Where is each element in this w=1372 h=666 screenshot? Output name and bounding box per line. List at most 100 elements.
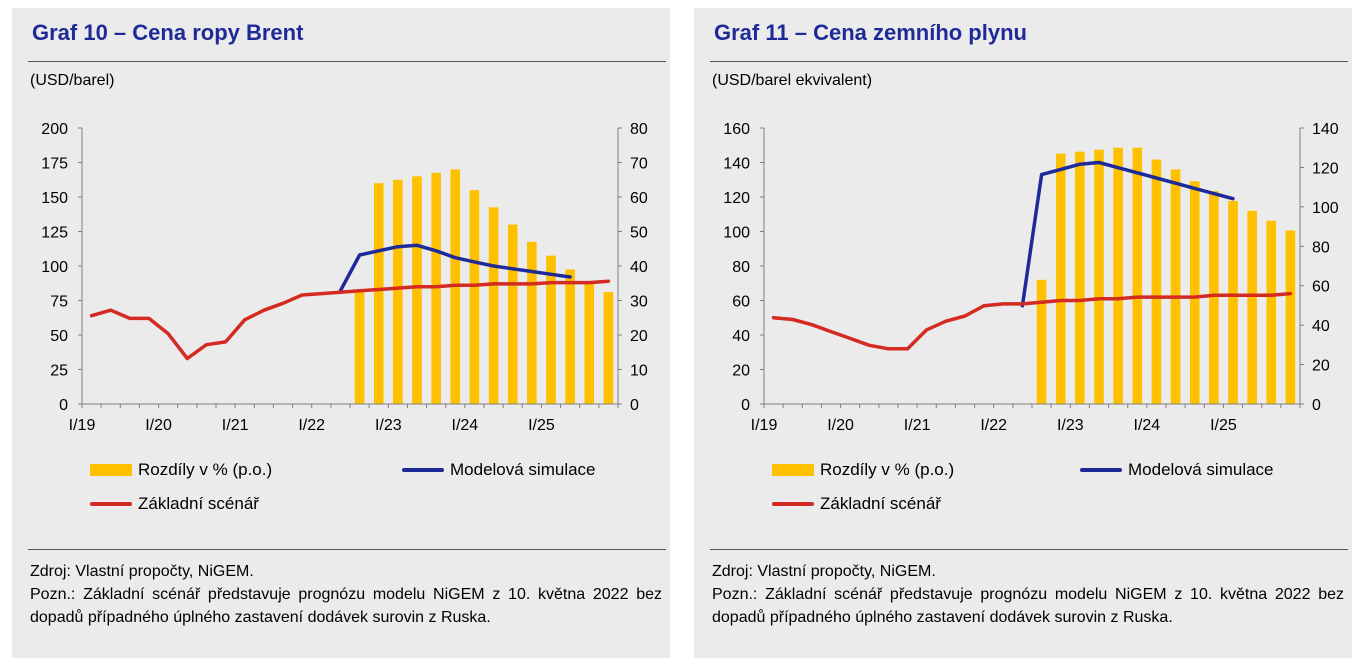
- bar: [1055, 153, 1066, 404]
- bar: [603, 291, 614, 404]
- gas-price-chart: 0 20 40 60 80 100 120 140 160 0 20 40 60 80 100 120 140 I…: [723, 121, 1339, 434]
- y-tick-label-right: 60: [630, 190, 648, 207]
- bar: [1151, 159, 1162, 404]
- y-tick-label-right: 0: [1312, 397, 1321, 414]
- x-tick-label: I/21: [222, 417, 249, 434]
- y-tick-label-right: 20: [630, 328, 648, 345]
- legend-item-simulation: Modelová simulace: [1080, 460, 1274, 480]
- x-tick-label: I/23: [375, 417, 402, 434]
- bar: [1113, 147, 1123, 404]
- y-tick-label-right: 10: [630, 363, 648, 380]
- y-tick-label-left: 100: [41, 259, 68, 276]
- legend-swatch-line: [1080, 468, 1122, 472]
- bar: [1266, 220, 1277, 404]
- x-tick-label: I/21: [904, 417, 931, 434]
- y-tick-label-right: 30: [630, 294, 648, 311]
- title-rule: [28, 61, 666, 62]
- source-note: Zdroj: Vlastní propočty, NiGEM.: [30, 563, 254, 580]
- bar: [1132, 147, 1143, 404]
- legend-label: Modelová simulace: [1128, 460, 1274, 479]
- y-tick-label-left: 140: [723, 156, 750, 173]
- legend-swatch-bar: [772, 464, 814, 476]
- y-tick-label-left: 160: [723, 121, 750, 138]
- y-tick-label-right: 60: [1312, 279, 1330, 296]
- y-tick-label-left: 120: [723, 190, 750, 207]
- x-tick-label: I/20: [145, 417, 172, 434]
- chart-panel-oil: Graf 10 – Cena ropy Brent (USD/barel) 0 2…: [12, 8, 670, 658]
- unit-label: (USD/barel): [30, 72, 115, 89]
- bar: [373, 183, 384, 404]
- bar: [565, 269, 575, 404]
- y-tick-label-right: 120: [1312, 160, 1339, 177]
- bar: [354, 290, 365, 404]
- y-tick-label-right: 80: [630, 121, 648, 138]
- legend-label: Základní scénář: [820, 494, 941, 513]
- chart-title: Graf 10 – Cena ropy Brent: [32, 20, 304, 45]
- x-tick-label: I/22: [980, 417, 1007, 434]
- bar: [1189, 181, 1200, 404]
- oil-price-chart: 0 25 50 75 100 125 150 175 200 0 10 20 30 40 50 60 70 80 I…: [41, 121, 648, 434]
- legend-swatch-line: [90, 502, 132, 506]
- legend-label: Modelová simulace: [450, 460, 596, 479]
- series-line: [338, 243, 572, 293]
- footnote: Pozn.: Základní scénář představuje progn…: [30, 586, 662, 626]
- y-tick-label-right: 40: [630, 259, 648, 276]
- y-tick-label-left: 0: [59, 397, 68, 414]
- y-tick-label-left: 175: [41, 156, 68, 173]
- bar: [1209, 191, 1219, 404]
- unit-label: (USD/barel ekvivalent): [712, 72, 873, 89]
- notes-rule: [710, 549, 1348, 550]
- y-tick-label-left: 100: [723, 225, 750, 242]
- series-line: [89, 279, 611, 361]
- bar: [469, 190, 480, 404]
- series-line: [1020, 160, 1235, 308]
- bar: [1094, 149, 1104, 404]
- x-tick-label: I/25: [1210, 417, 1237, 434]
- notes-rule: [28, 549, 666, 550]
- bar: [1036, 279, 1047, 404]
- y-tick-label-right: 100: [1312, 200, 1339, 217]
- x-tick-label: I/19: [69, 417, 96, 434]
- bar: [488, 207, 499, 404]
- y-tick-label-left: 80: [732, 259, 750, 276]
- bar: [1228, 200, 1238, 404]
- series-line: [771, 291, 1293, 351]
- bar: [1075, 151, 1085, 404]
- bar: [1170, 169, 1181, 404]
- bar: [527, 241, 537, 404]
- y-tick-label-left: 200: [41, 121, 68, 138]
- source-note: Zdroj: Vlastní propočty, NiGEM.: [712, 563, 936, 580]
- x-tick-label: I/19: [751, 417, 778, 434]
- y-tick-label-left: 50: [50, 328, 68, 345]
- legend-label: Základní scénář: [138, 494, 259, 513]
- x-tick-label: I/24: [1134, 417, 1161, 434]
- y-tick-label-right: 80: [1312, 239, 1330, 256]
- chart-notes: Zdroj: Vlastní propočty, NiGEM. Pozn.: Z…: [30, 560, 662, 629]
- x-tick-label: I/24: [452, 417, 479, 434]
- legend-item-bars: Rozdíly v % (p.o.): [90, 460, 272, 480]
- y-tick-label-right: 50: [630, 225, 648, 242]
- y-tick-label-left: 150: [41, 190, 68, 207]
- legend-label: Rozdíly v % (p.o.): [138, 460, 273, 479]
- y-tick-label-left: 40: [732, 328, 750, 345]
- y-tick-label-left: 125: [41, 225, 68, 242]
- legend-item-baseline: Základní scénář: [772, 494, 941, 514]
- x-tick-label: I/25: [528, 417, 555, 434]
- bar: [584, 283, 595, 404]
- bar: [1285, 230, 1296, 404]
- bar: [393, 179, 403, 404]
- chart-legend: Rozdíly v % (p.o.) Modelová simulace Zák…: [12, 448, 670, 528]
- bar: [546, 255, 556, 404]
- x-tick-label: I/20: [827, 417, 854, 434]
- y-tick-label-right: 140: [1312, 121, 1339, 138]
- chart-notes: Zdroj: Vlastní propočty, NiGEM. Pozn.: Z…: [712, 560, 1344, 629]
- y-tick-label-left: 75: [50, 294, 68, 311]
- y-tick-label-left: 25: [50, 363, 68, 380]
- y-tick-label-right: 40: [1312, 318, 1330, 335]
- legend-item-baseline: Základní scénář: [90, 494, 259, 514]
- legend-item-simulation: Modelová simulace: [402, 460, 596, 480]
- legend-swatch-line: [772, 502, 814, 506]
- legend-swatch-bar: [90, 464, 132, 476]
- y-tick-label-right: 70: [630, 156, 648, 173]
- chart-title: Graf 11 – Cena zemního plynu: [714, 20, 1027, 45]
